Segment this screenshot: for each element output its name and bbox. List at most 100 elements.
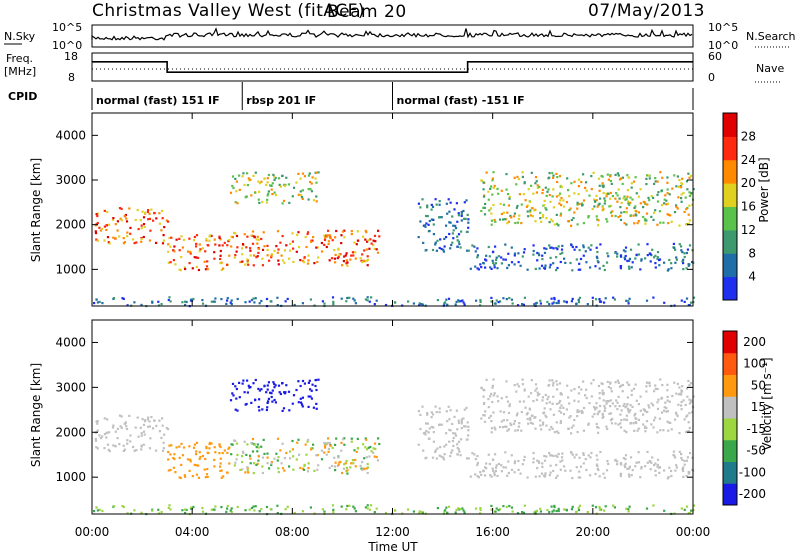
velocity-cell xyxy=(431,413,435,416)
power-cell xyxy=(137,228,140,231)
velocity-cell xyxy=(674,469,677,472)
power-cell xyxy=(585,189,588,192)
power-cell xyxy=(223,241,226,244)
velocity-cell xyxy=(629,404,632,407)
velocity-cell xyxy=(364,506,367,509)
power-cell xyxy=(246,258,249,261)
velocity-cell xyxy=(623,402,626,406)
power-cell xyxy=(172,249,175,252)
power-cell xyxy=(364,238,367,241)
velocity-cell xyxy=(94,431,97,434)
colorbar-swatch xyxy=(723,113,737,137)
velocity-cell xyxy=(587,422,590,425)
power-cell xyxy=(101,302,104,305)
power-cell xyxy=(653,256,656,259)
power-cell xyxy=(261,248,265,251)
power-cell xyxy=(620,211,623,214)
velocity-cell xyxy=(283,457,286,460)
velocity-cell xyxy=(99,437,102,440)
velocity-cell xyxy=(646,461,649,464)
velocity-cell xyxy=(297,380,300,383)
velocity-cell xyxy=(452,436,455,440)
velocity-cell xyxy=(680,404,683,407)
power-cell xyxy=(323,302,326,305)
power-cell xyxy=(605,261,609,264)
velocity-cell xyxy=(168,504,171,507)
power-cell xyxy=(619,265,623,268)
power-cell xyxy=(169,245,172,248)
velocity-cell xyxy=(527,422,530,425)
velocity-cell xyxy=(297,438,300,441)
velocity-cell xyxy=(597,468,600,472)
power-cell xyxy=(250,194,253,197)
power-cell xyxy=(161,242,165,245)
cpid-label: CPID xyxy=(8,90,37,103)
power-cell xyxy=(141,210,144,213)
velocity-cell xyxy=(620,409,623,412)
velocity-cell xyxy=(425,430,428,433)
power-cell xyxy=(576,223,579,226)
power-cell xyxy=(356,239,359,242)
velocity-cell xyxy=(680,507,683,510)
power-cell xyxy=(461,299,464,302)
velocity-cell xyxy=(213,508,217,511)
velocity-cell xyxy=(685,430,688,434)
velocity-cell xyxy=(167,458,170,461)
power-cell xyxy=(460,219,463,222)
power-cell xyxy=(675,205,678,208)
power-cell xyxy=(258,182,261,185)
velocity-cell xyxy=(246,469,249,472)
power-cell xyxy=(533,209,536,212)
velocity-cell xyxy=(632,422,635,425)
velocity-cell xyxy=(543,459,547,462)
velocity-cell xyxy=(591,415,594,418)
power-cell xyxy=(417,236,420,239)
velocity-cell xyxy=(436,507,439,510)
power-cell xyxy=(471,244,474,247)
velocity-cell xyxy=(619,426,623,429)
velocity-cell xyxy=(167,469,170,472)
velocity-cell xyxy=(636,429,639,432)
velocity-cell xyxy=(627,508,630,511)
power-cell xyxy=(505,298,508,301)
velocity-cell xyxy=(496,395,499,398)
velocity-cell xyxy=(460,438,463,441)
velocity-cell xyxy=(604,407,607,410)
power-cell xyxy=(677,185,681,188)
power-cell xyxy=(262,231,265,234)
velocity-cell xyxy=(546,508,549,512)
power-cell xyxy=(577,193,580,196)
velocity-cell xyxy=(673,381,676,384)
velocity-cell xyxy=(546,398,549,401)
power-cell xyxy=(660,204,664,207)
power-cell xyxy=(656,180,659,183)
power-cell xyxy=(687,263,690,266)
velocity-cell xyxy=(691,411,694,414)
power-cell xyxy=(286,297,289,300)
power-cell xyxy=(327,243,330,246)
power-cell xyxy=(661,176,664,179)
velocity-cell xyxy=(575,466,578,469)
power-cell xyxy=(559,260,562,264)
velocity-cell xyxy=(272,381,275,384)
y-tick-label: 3000 xyxy=(55,380,86,394)
power-cell xyxy=(116,220,119,223)
power-cell xyxy=(351,251,354,254)
velocity-cell xyxy=(538,393,541,396)
power-cell xyxy=(548,244,551,247)
velocity-cell xyxy=(331,446,334,449)
velocity-cell xyxy=(519,472,522,475)
velocity-cell xyxy=(320,458,324,461)
power-cell xyxy=(518,214,521,217)
velocity-cell xyxy=(243,391,246,394)
power-cell xyxy=(675,185,678,188)
freq-panel-frame xyxy=(91,52,694,82)
velocity-cell xyxy=(521,511,524,514)
power-cell xyxy=(288,201,291,204)
velocity-cell xyxy=(173,453,176,456)
velocity-cell xyxy=(226,451,229,454)
power-cell xyxy=(516,221,519,224)
velocity-cell xyxy=(252,505,255,508)
velocity-cell xyxy=(570,426,573,429)
power-cell xyxy=(491,177,494,180)
